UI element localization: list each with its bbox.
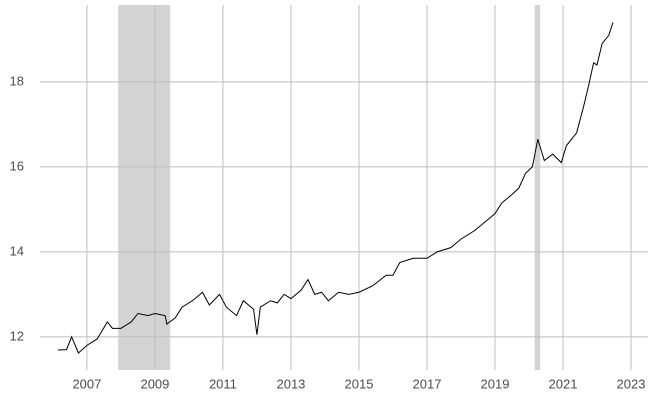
recession-band — [118, 5, 171, 370]
recession-band — [534, 5, 541, 370]
y-tick-label: 18 — [10, 73, 24, 88]
y-tick-label: 16 — [10, 158, 24, 173]
x-tick-label: 2007 — [72, 376, 101, 391]
x-tick-label: 2019 — [481, 376, 510, 391]
x-tick-label: 2023 — [617, 376, 646, 391]
x-tick-label: 2013 — [276, 376, 305, 391]
x-tick-label: 2009 — [140, 376, 169, 391]
y-tick-label: 12 — [10, 328, 24, 343]
line — [57, 22, 614, 354]
x-tick-label: 2015 — [345, 376, 374, 391]
y-tick-label: 14 — [10, 243, 24, 258]
x-tick-label: 2011 — [209, 376, 237, 391]
x-tick-label: 2017 — [413, 376, 442, 391]
x-tick-label: 2021 — [549, 376, 578, 391]
